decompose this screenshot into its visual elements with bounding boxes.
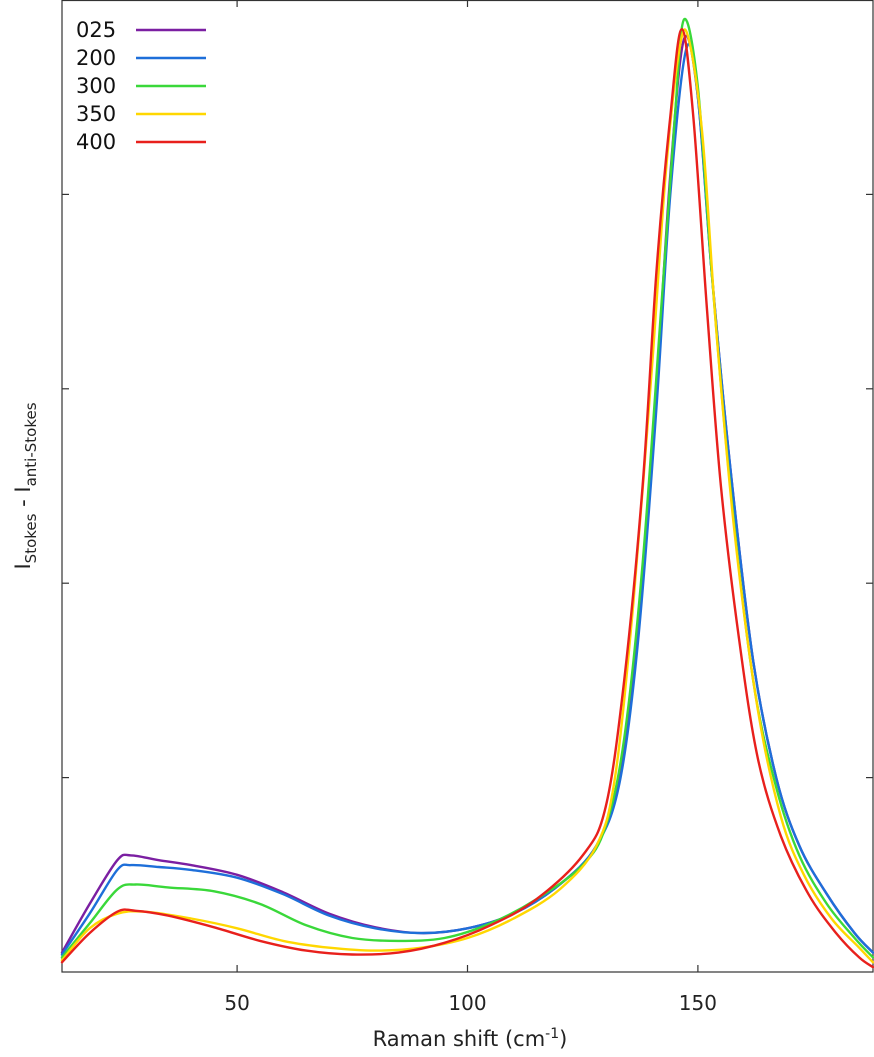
- x-axis-label: Raman shift (cm-1): [373, 1026, 568, 1051]
- series-lines: [60, 17, 874, 969]
- legend-label-300: 300: [76, 74, 116, 98]
- series-line-350: [60, 28, 874, 964]
- legend-label-400: 400: [76, 130, 116, 154]
- plot-border: [61, 0, 874, 973]
- x-axis-title: Raman shift (cm-1): [373, 1026, 568, 1051]
- series-line-025: [60, 35, 874, 954]
- legend: 025 200 300 350 400: [76, 18, 206, 154]
- x-axis-title-sup: -1: [545, 1026, 559, 1042]
- series-line-200: [60, 42, 874, 956]
- x-axis-title-end: ): [559, 1027, 567, 1051]
- y-axis-label: IStokes - Ianti-Stokes: [11, 402, 40, 569]
- series-line-300: [60, 17, 874, 959]
- y-axis-title-i1: I: [11, 563, 35, 569]
- x-tick-label: 50: [224, 991, 249, 1015]
- x-axis-title-base: Raman shift (cm: [373, 1027, 546, 1051]
- legend-label-350: 350: [76, 102, 116, 126]
- x-tick-label: 100: [448, 991, 486, 1015]
- legend-label-200: 200: [76, 46, 116, 70]
- series-line-400: [60, 28, 874, 969]
- x-tick-label: 150: [679, 991, 717, 1015]
- y-axis-title: IStokes - Ianti-Stokes: [11, 402, 40, 569]
- y-axis-title-i2: I: [11, 486, 35, 492]
- plot-frame: [61, 0, 874, 973]
- y-axis-title-sub1: Stokes: [22, 513, 40, 563]
- legend-label-025: 025: [76, 18, 116, 42]
- y-ticks: [62, 0, 873, 779]
- y-axis-title-mid: -: [11, 493, 35, 514]
- x-ticks: 50 100 150: [224, 0, 717, 1015]
- y-axis-title-sub2: anti-Stokes: [22, 402, 40, 486]
